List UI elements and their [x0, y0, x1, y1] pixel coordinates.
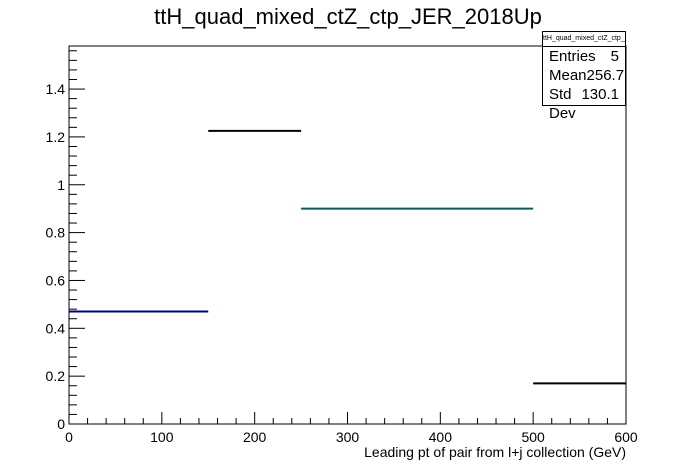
y-tick-label: 0.6: [46, 272, 66, 288]
y-tick-label: 0.4: [46, 320, 66, 336]
x-tick-label: 500: [521, 429, 545, 445]
stats-row-mean: Mean 256.7: [543, 66, 625, 85]
x-tick-label: 400: [429, 429, 453, 445]
x-tick-label: 0: [65, 429, 73, 445]
stats-label: Entries: [549, 48, 596, 65]
stats-box: ttH_quad_mixed_ctZ_ctp_JER_2018Up Entrie…: [542, 31, 626, 122]
stats-row-stddev: Std Dev 130.1: [543, 85, 625, 122]
y-tick-label: 1.4: [46, 81, 66, 97]
stats-value: 130.1: [581, 86, 619, 103]
y-tick-label: 1: [57, 177, 65, 193]
y-tick-label: 0.2: [46, 368, 66, 384]
y-tick-label: 1.2: [46, 129, 66, 145]
stats-title: ttH_quad_mixed_ctZ_ctp_JER_2018Up: [543, 32, 625, 47]
stats-value: 256.7: [586, 67, 625, 84]
x-tick-label: 300: [336, 429, 360, 445]
y-tick-label: 0.8: [46, 225, 66, 241]
stats-row-entries: Entries 5: [543, 47, 625, 66]
x-tick-label: 600: [614, 429, 638, 445]
x-axis-label: Leading pt of pair from l+j collection (…: [364, 444, 626, 460]
chart-title: ttH_quad_mixed_ctZ_ctp_JER_2018Up: [154, 4, 542, 29]
x-tick-label: 200: [243, 429, 267, 445]
stats-label: Std Dev: [549, 86, 576, 122]
y-tick-label: 0: [57, 416, 65, 432]
stats-label: Mean: [549, 67, 587, 84]
x-tick-label: 100: [150, 429, 174, 445]
stats-value: 5: [610, 48, 619, 65]
